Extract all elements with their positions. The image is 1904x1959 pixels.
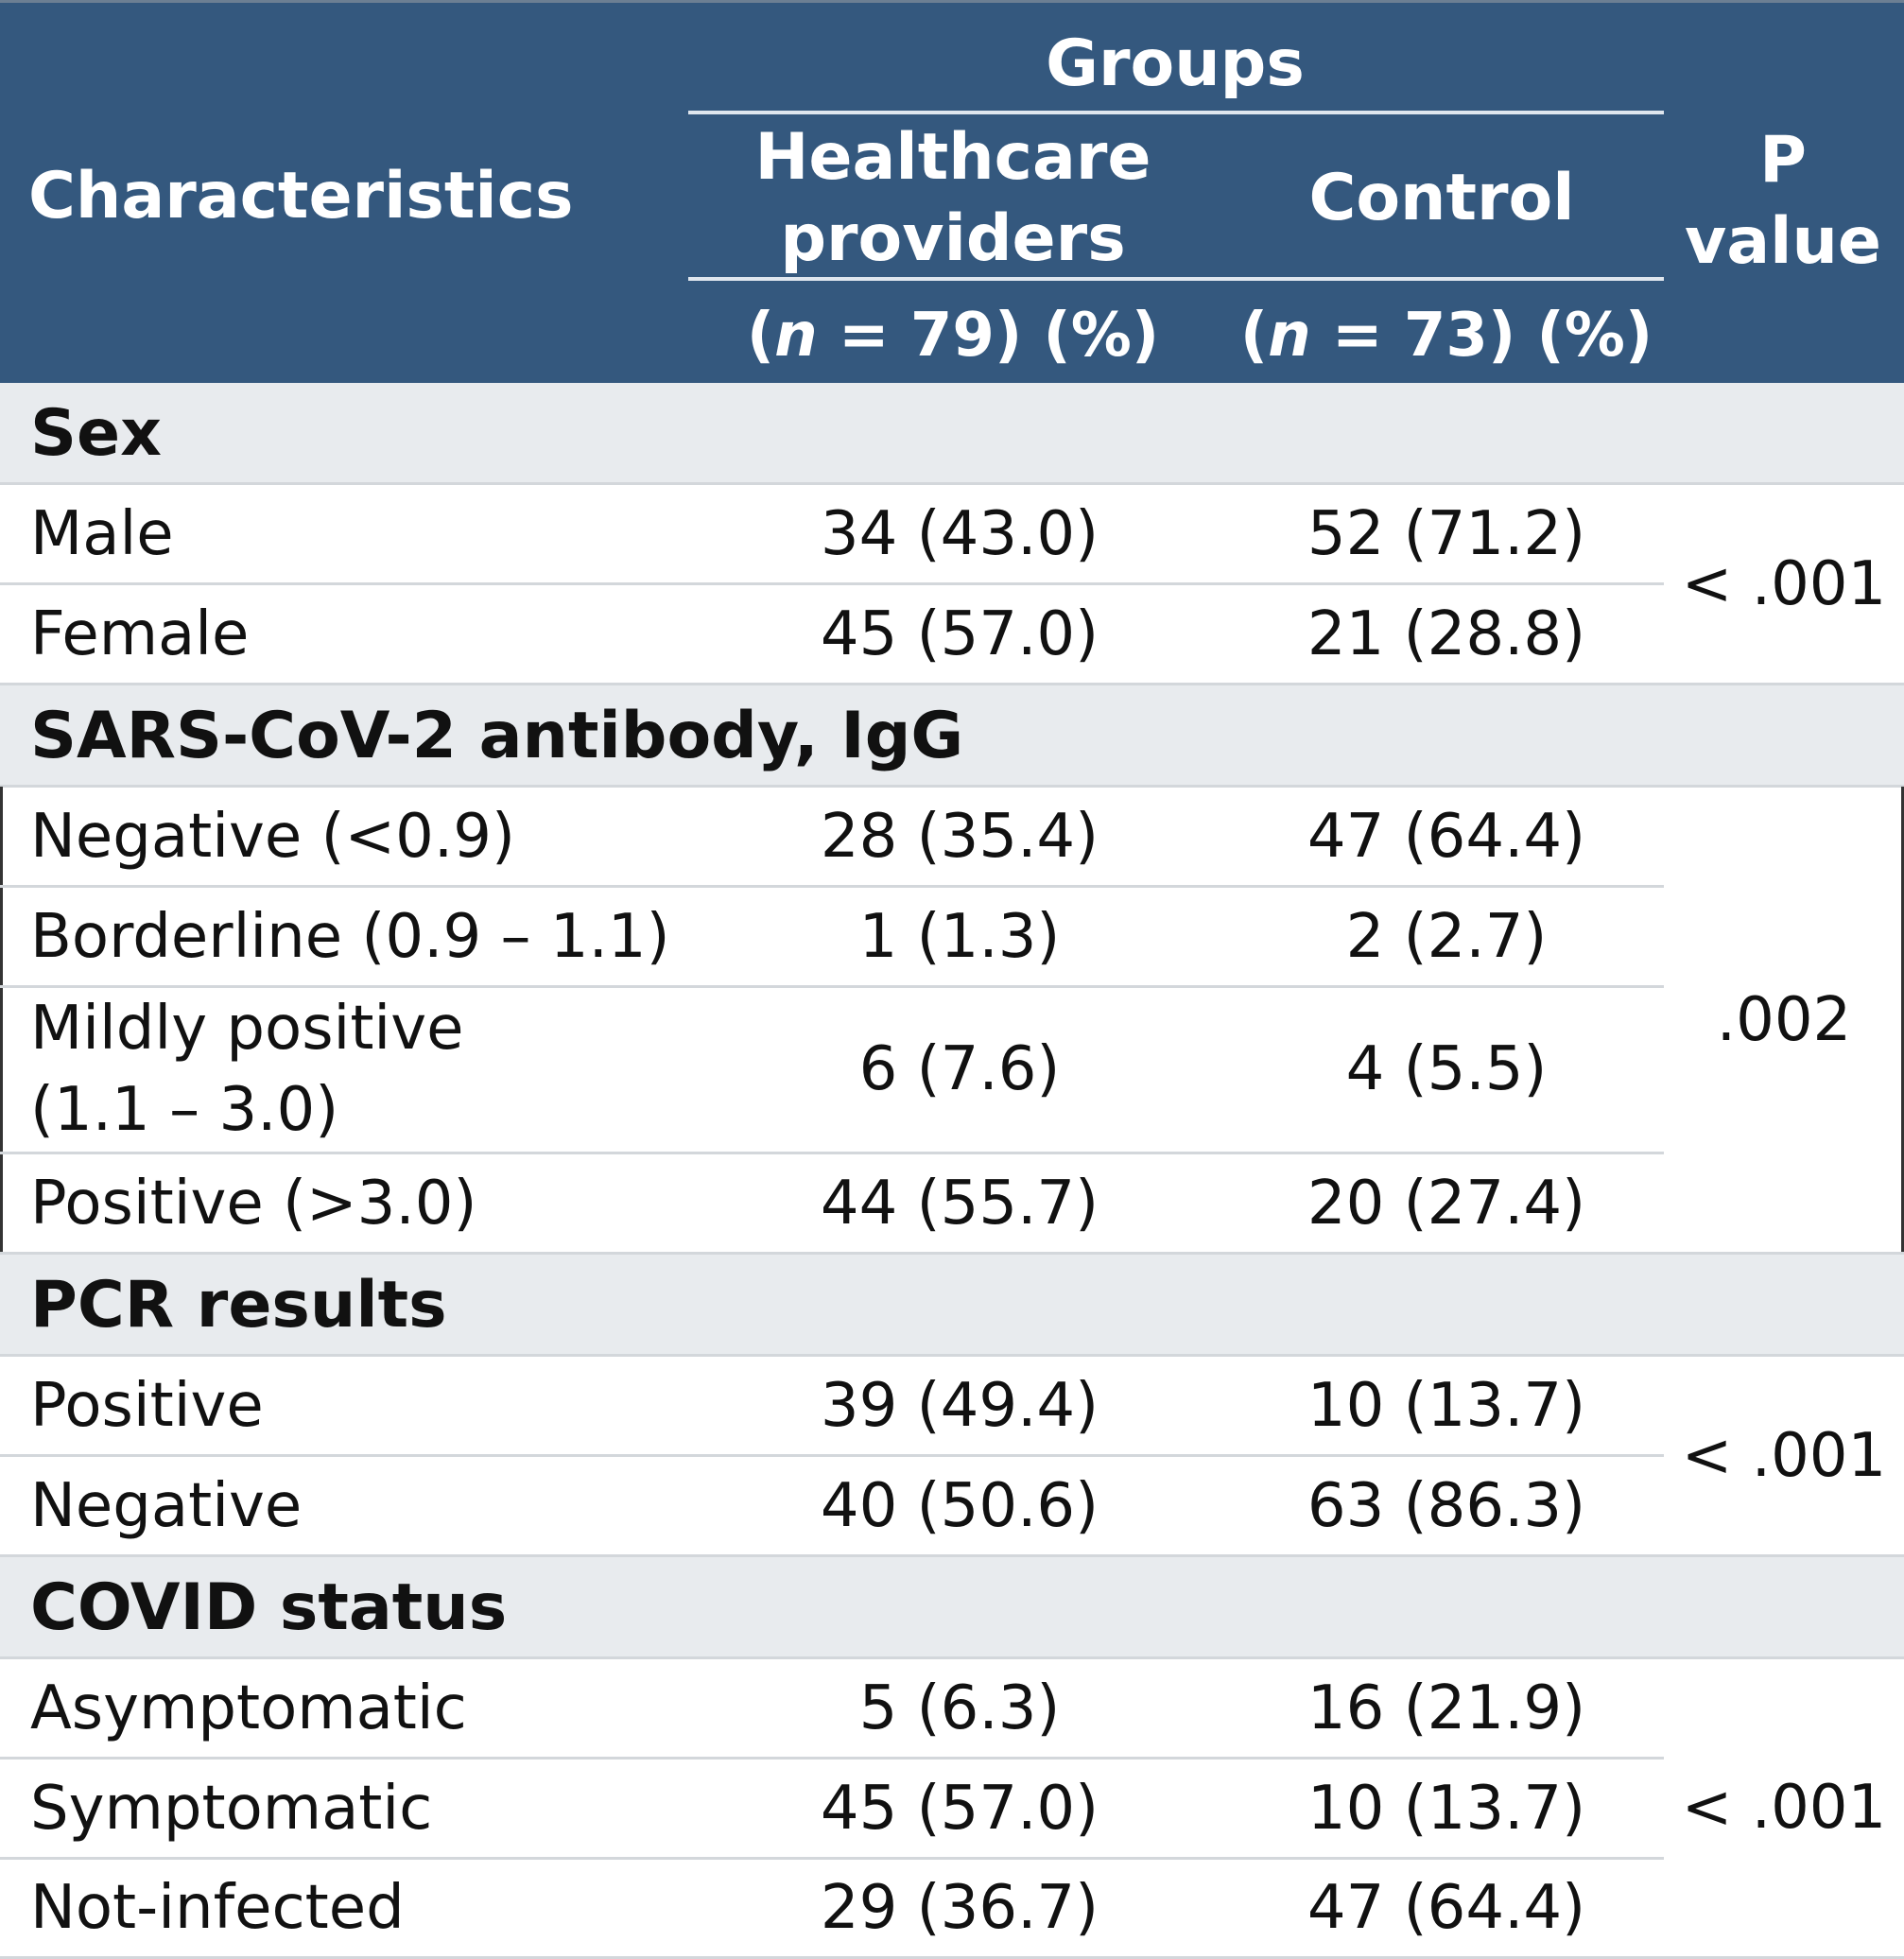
row-label: Negative [30, 1471, 303, 1541]
divider [0, 1354, 1904, 1357]
table-row: Mildly positive (1.1 – 3.0) 6 (7.6) 4 (5… [0, 988, 1664, 1151]
row-label: Female [30, 599, 250, 669]
table-row: Negative (<0.9) 28 (35.4) 47 (64.4) [0, 788, 1664, 886]
divider [0, 482, 1904, 485]
hcp-value: 45 (57.0) [820, 599, 1099, 669]
section-header-pcr: PCR results [0, 1255, 1904, 1355]
table-row: Male 34 (43.0) 52 (71.2) [0, 485, 1664, 583]
control-value: 63 (86.3) [1307, 1471, 1586, 1541]
p-value-sex: < .001 [1681, 549, 1887, 619]
divider [0, 683, 1904, 685]
hcp-value: 34 (43.0) [820, 499, 1099, 569]
control-value: 2 (2.7) [1345, 902, 1548, 972]
table-header: Characteristics Groups Healthcare provid… [0, 0, 1904, 383]
divider [0, 1956, 1904, 1959]
row-label: Borderline (0.9 – 1.1) [30, 902, 670, 972]
section-header-sex: Sex [0, 383, 1904, 484]
control-value: 16 (21.9) [1307, 1673, 1586, 1743]
control-value: 10 (13.7) [1307, 1371, 1586, 1441]
control-value: 21 (28.8) [1307, 599, 1586, 669]
header-characteristics: Characteristics [28, 159, 574, 234]
subgroup-rule [688, 277, 1664, 281]
control-value: 20 (27.4) [1307, 1169, 1586, 1239]
control-value: 10 (13.7) [1307, 1774, 1586, 1844]
header-groups: Groups [1046, 26, 1305, 101]
hcp-value: 6 (7.6) [858, 1034, 1061, 1104]
hcp-value: 29 (36.7) [820, 1873, 1099, 1943]
control-value: 47 (64.4) [1307, 802, 1586, 872]
hcp-value: 39 (49.4) [820, 1371, 1099, 1441]
p-value-pcr: < .001 [1681, 1421, 1887, 1491]
table-row: Negative 40 (50.6) 63 (86.3) [0, 1457, 1664, 1555]
row-label: Negative (<0.9) [30, 802, 515, 872]
table-row: Positive (>3.0) 44 (55.7) 20 (27.4) [0, 1154, 1664, 1253]
row-label: Positive (>3.0) [30, 1169, 477, 1239]
divider [0, 785, 1904, 788]
p-value-antibody: .002 [1716, 985, 1852, 1055]
divider [0, 1152, 1664, 1154]
header-control: Control [1308, 161, 1575, 235]
divider [0, 1656, 1904, 1659]
control-value: 47 (64.4) [1307, 1873, 1586, 1943]
hcp-value: 44 (55.7) [820, 1169, 1099, 1239]
divider [0, 985, 1664, 988]
divider [0, 1757, 1664, 1760]
section-header-covid-status: COVID status [0, 1557, 1904, 1657]
section-right-border [1901, 787, 1904, 1252]
p-value-covid-status: < .001 [1681, 1773, 1887, 1843]
hcp-value: 28 (35.4) [820, 802, 1099, 872]
row-label: Asymptomatic [30, 1673, 467, 1743]
row-label: Positive [30, 1371, 264, 1441]
table-row: Symptomatic 45 (57.0) 10 (13.7) [0, 1760, 1664, 1858]
section-left-border [0, 787, 3, 1252]
divider [0, 1857, 1664, 1860]
table-row: Positive 39 (49.4) 10 (13.7) [0, 1357, 1664, 1455]
table-row: Borderline (0.9 – 1.1) 1 (1.3) 2 (2.7) [0, 888, 1664, 986]
control-value: 52 (71.2) [1307, 499, 1586, 569]
table-row: Not-infected 29 (36.7) 47 (64.4) [0, 1860, 1664, 1956]
row-label: Male [30, 499, 174, 569]
header-healthcare-providers: Healthcare providers [754, 120, 1151, 276]
hcp-value: 1 (1.3) [858, 902, 1061, 972]
divider [0, 582, 1664, 585]
row-label: Mildly positive (1.1 – 3.0) [30, 994, 464, 1145]
header-hcp-n: (n = 79) (%) [746, 301, 1160, 371]
groups-rule [688, 111, 1664, 114]
hcp-value: 45 (57.0) [820, 1774, 1099, 1844]
hcp-value: 40 (50.6) [820, 1471, 1099, 1541]
hcp-value: 5 (6.3) [858, 1673, 1061, 1743]
table-row: Female 45 (57.0) 21 (28.8) [0, 585, 1664, 684]
divider [0, 1252, 1904, 1255]
row-label: Symptomatic [30, 1774, 433, 1844]
table-row: Asymptomatic 5 (6.3) 16 (21.9) [0, 1659, 1664, 1758]
control-value: 4 (5.5) [1345, 1034, 1548, 1104]
header-p-value: P value [1684, 123, 1882, 279]
section-header-antibody: SARS-CoV-2 antibody, IgG [0, 685, 1904, 786]
header-control-n: (n = 73) (%) [1239, 301, 1653, 371]
divider [0, 885, 1664, 888]
divider [0, 1454, 1664, 1457]
divider [0, 1554, 1904, 1557]
row-label: Not-infected [30, 1873, 405, 1943]
